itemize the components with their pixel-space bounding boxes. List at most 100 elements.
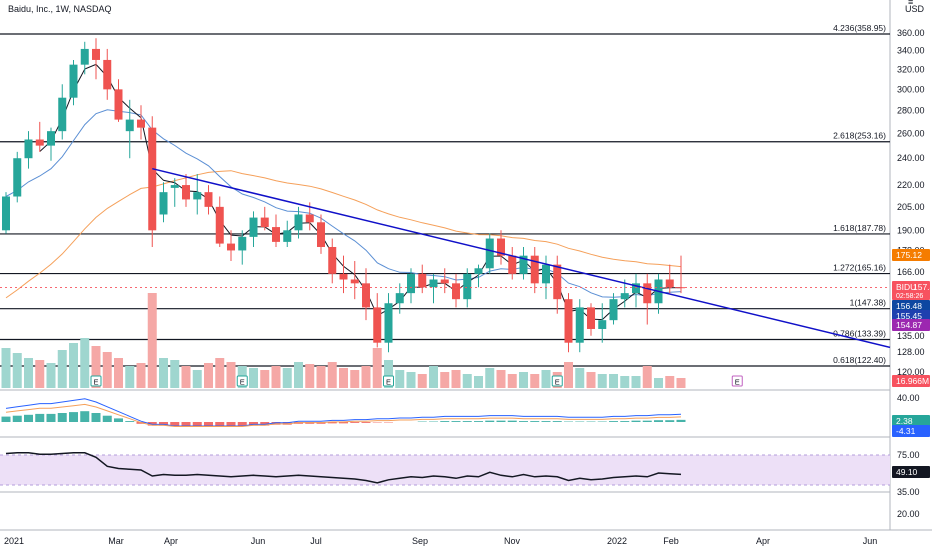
candle-body [643,283,652,304]
earnings-marker [383,375,394,387]
volume-bar [69,343,78,388]
pane-separators [0,0,932,531]
rsi-band [0,455,890,485]
volume-bar [462,374,472,388]
volume-bar [395,370,405,388]
earnings-marker [551,375,563,387]
candle-body [575,307,584,343]
last-price-value: 157.89 [913,282,932,292]
macd-bar [35,413,45,422]
volume-bar [597,374,607,388]
price-tag-text: 175.12 [896,250,922,260]
price-tick: 128.00 [897,347,925,357]
fib-label: 0.618(122.40) [833,355,886,365]
volume-bar [541,370,551,388]
earnings-marker [731,375,743,387]
candle-body [474,268,483,274]
candle-body [497,238,505,256]
rsi-tick: 20.00 [897,509,920,519]
volume-bar [665,376,675,388]
fib-label: 2.618(253.16) [833,131,886,141]
last-price-tag [892,281,930,300]
price-tag [892,300,930,312]
fib-label: 4.236(358.95) [833,23,886,33]
macd-bar [361,422,371,423]
candle-body [440,279,449,284]
candle-body [384,303,393,343]
ema-long-line [5,170,682,299]
macd-bar [226,422,236,427]
macd-bar [440,421,450,422]
volume-bar [91,346,101,388]
volume-bar [80,338,90,388]
time-tick: Nov [504,536,521,546]
candle-body [632,283,640,294]
candle-body [24,139,33,159]
macd-bar [80,411,90,422]
macd-bar [249,422,258,426]
price-tick: 360.00 [897,28,925,38]
volume-bar [609,374,618,388]
volume-bar [564,362,573,388]
candle-body [283,230,292,242]
volume-bar [654,378,663,388]
candle-body [92,48,100,60]
price-tick: 220.00 [897,180,925,190]
price-tags: 175.12 BIDU157.8902:58:26156.48155.45154.… [0,249,932,478]
price-tag [892,375,930,387]
candle-body [508,255,517,274]
candle-body [35,139,44,146]
time-tick: Apr [164,536,178,546]
candle-body [317,222,325,247]
macd-bar [485,420,495,422]
macd-bar [541,421,551,422]
volume-bar [24,358,33,388]
price-tag [892,425,930,437]
candle-body [193,192,202,200]
volume-bar [125,366,135,388]
macd-bar [181,422,191,427]
candle-body [47,131,55,146]
earnings-label: E [386,378,391,387]
candle-body [587,307,595,329]
volume-bar [496,370,506,388]
volume-bar [226,362,236,388]
macd-bar [271,422,281,425]
candle-body [13,158,22,197]
time-axis[interactable]: 2021 Mar Apr Jun Jul Sep Nov 2022 Feb Apr Jun [4,536,877,546]
candle-body [80,48,89,65]
macd-signal-line [5,403,682,427]
candle-body [395,293,404,304]
chart-title: Baidu, Inc., 1W, NASDAQ [8,4,112,14]
volume-bar [136,363,146,388]
candle-body [260,217,269,228]
volume-bar [372,348,382,388]
volume-bar [316,366,326,388]
macd-bar [552,421,562,422]
trendline[interactable] [152,167,891,349]
macd-bar [159,422,168,426]
macd-bar [1,416,11,422]
candle-body [249,217,258,237]
candle-body [294,214,303,231]
candle-body [339,273,348,280]
earnings-label: E [555,378,560,387]
candle-body [137,119,145,128]
price-axis[interactable]: 360.00 340.00 320.00 300.00 280.00 260.00 240.… [897,28,925,519]
currency-label[interactable]: USD [905,4,925,14]
volume-bar [181,366,191,388]
volume-bar [57,350,67,388]
volume-bar [215,358,225,388]
volume-bar [46,363,56,388]
candle-body [530,255,539,284]
macd-bar [339,422,348,424]
price-tick: 120.00 [897,367,925,377]
volume-bar [417,374,427,388]
volume-bar [350,370,360,388]
menu-icon[interactable]: ≡ [908,0,913,7]
candle-body [429,279,438,288]
price-tick: 166.00 [897,267,925,277]
earnings-label: E [240,378,245,387]
